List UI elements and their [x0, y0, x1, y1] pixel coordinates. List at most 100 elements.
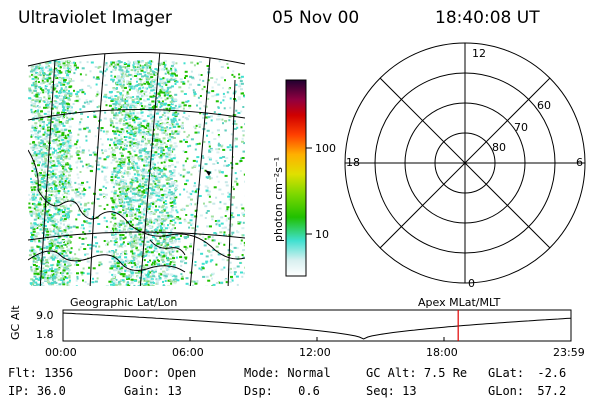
- aurora-pixel: [33, 234, 36, 236]
- aurora-pixel: [149, 150, 152, 153]
- aurora-pixel: [189, 144, 192, 147]
- aurora-pixel: [150, 115, 154, 118]
- aurora-pixel: [33, 222, 37, 225]
- aurora-pixel: [139, 103, 143, 106]
- aurora-pixel: [151, 96, 155, 99]
- aurora-pixel: [54, 142, 57, 144]
- aurora-pixel: [169, 211, 173, 214]
- aurora-pixel: [162, 215, 164, 218]
- aurora-pixel: [204, 217, 207, 219]
- aurora-pixel: [177, 240, 181, 243]
- aurora-pixel: [193, 125, 196, 128]
- aurora-pixel: [169, 174, 173, 177]
- aurora-pixel: [74, 253, 77, 256]
- aurora-pixel: [63, 208, 66, 211]
- aurora-pixel: [169, 279, 172, 281]
- aurora-pixel: [71, 198, 75, 201]
- aurora-pixel: [62, 97, 65, 100]
- aurora-pixel: [112, 80, 115, 83]
- aurora-pixel: [193, 94, 196, 97]
- aurora-pixel: [205, 261, 208, 264]
- aurora-pixel: [114, 75, 117, 78]
- aurora-pixel: [40, 237, 43, 240]
- aurora-pixel: [63, 110, 65, 112]
- aurora-pixel: [100, 129, 103, 132]
- aurora-pixel: [124, 113, 127, 116]
- aurora-pixel: [64, 180, 67, 182]
- aurora-pixel: [136, 173, 140, 176]
- aurora-pixel: [189, 245, 192, 248]
- aurora-pixel: [116, 98, 120, 101]
- aurora-pixel: [240, 239, 243, 242]
- aurora-pixel: [242, 134, 245, 137]
- aurora-pixel: [161, 175, 164, 178]
- aurora-pixel: [44, 265, 48, 267]
- aurora-pixel: [216, 175, 219, 178]
- aurora-pixel: [160, 161, 163, 164]
- aurora-pixel: [153, 79, 156, 82]
- aurora-pixel: [161, 132, 164, 135]
- aurora-pixel: [69, 153, 71, 156]
- aurora-pixel: [138, 211, 142, 214]
- aurora-pixel: [146, 164, 150, 167]
- aurora-pixel: [33, 73, 35, 76]
- aurora-pixel: [63, 153, 66, 156]
- aurora-pixel: [62, 233, 66, 236]
- aurora-pixel: [165, 152, 169, 155]
- aurora-pixel: [42, 274, 45, 277]
- aurora-pixel: [182, 150, 185, 153]
- aurora-pixel: [215, 159, 218, 162]
- aurora-pixel: [71, 117, 74, 120]
- aurora-pixel: [124, 147, 128, 150]
- aurora-pixel: [135, 84, 139, 87]
- aurora-pixel: [129, 185, 133, 188]
- aurora-pixel: [114, 285, 118, 287]
- aurora-pixel: [119, 92, 123, 95]
- aurora-pixel: [77, 133, 80, 136]
- aurora-pixel: [153, 222, 156, 225]
- aurora-pixel: [37, 256, 41, 259]
- aurora-pixel: [133, 131, 136, 134]
- aurora-pixel: [61, 165, 65, 168]
- aurora-pixel: [61, 252, 64, 255]
- aurora-pixel: [139, 203, 143, 206]
- aurora-pixel: [65, 120, 68, 123]
- aurora-pixel: [116, 232, 120, 235]
- aurora-pixel: [57, 210, 61, 213]
- aurora-pixel: [30, 236, 34, 238]
- aurora-pixel: [156, 242, 160, 245]
- aurora-pixel: [228, 119, 231, 122]
- aurora-pixel: [160, 103, 164, 106]
- aurora-pixel: [169, 239, 173, 242]
- aurora-pixel: [129, 96, 133, 99]
- aurora-pixel: [62, 107, 65, 110]
- aurora-pixel: [202, 79, 205, 82]
- aurora-pixel: [33, 186, 37, 189]
- aurora-pixel: [108, 96, 111, 99]
- aurora-pixel: [169, 197, 172, 200]
- aurora-pixel: [161, 68, 164, 71]
- aurora-pixel: [37, 109, 40, 112]
- aurora-pixel: [108, 104, 112, 107]
- aurora-pixel: [57, 187, 59, 190]
- aurora-pixel: [59, 150, 62, 153]
- aurora-pixel: [49, 66, 52, 69]
- aurora-pixel: [146, 98, 150, 101]
- aurora-pixel: [157, 192, 160, 194]
- aurora-pixel: [118, 209, 121, 212]
- aurora-pixel: [155, 281, 159, 284]
- aurora-pixel: [179, 193, 182, 196]
- aurora-pixel: [129, 112, 133, 115]
- aurora-pixel: [58, 213, 61, 216]
- aurora-pixel: [149, 192, 153, 195]
- aurora-pixel: [85, 237, 88, 240]
- aurora-pixel: [116, 128, 120, 131]
- aurora-pixel: [50, 102, 54, 105]
- aurora-pixel: [206, 210, 210, 212]
- aurora-pixel: [80, 118, 83, 121]
- aurora-pixel: [131, 192, 135, 195]
- aurora-pixel: [141, 240, 145, 243]
- aurora-pixel: [69, 234, 73, 237]
- aurora-pixel: [123, 221, 125, 223]
- aurora-pixel: [171, 72, 174, 75]
